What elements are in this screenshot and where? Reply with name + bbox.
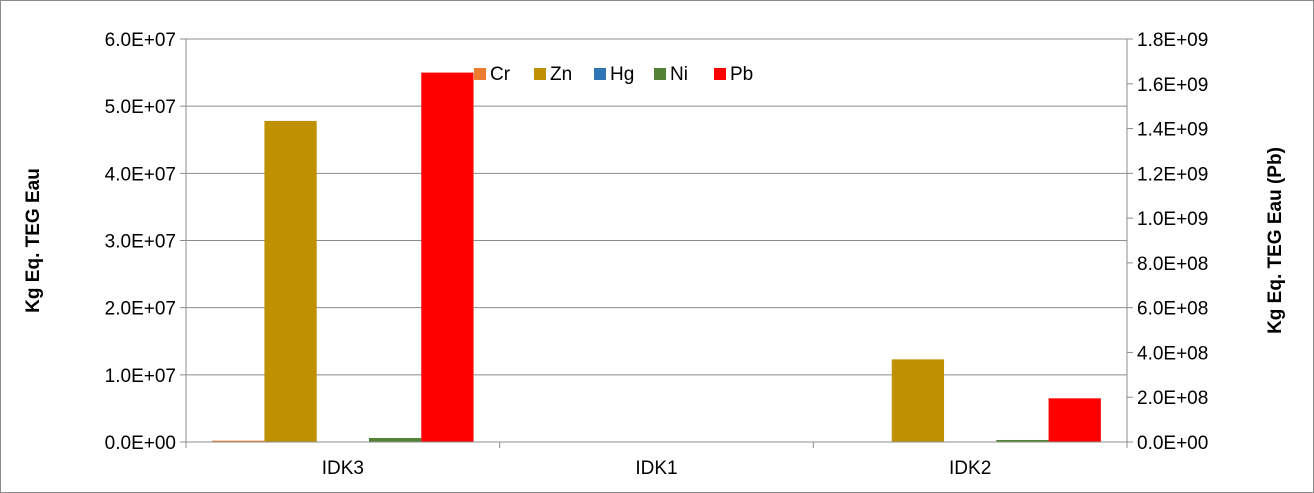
bar-pb-idk3: [421, 72, 474, 442]
bar-zn-idk2: [891, 359, 945, 442]
x-tick-label: IDK1: [635, 458, 677, 479]
y-tick-label: 1.0E+07: [105, 366, 176, 387]
y2-tick-label: 2.0E+08: [1137, 388, 1208, 409]
y2-tick-label: 0.0E+00: [1137, 433, 1208, 454]
category-labels: IDK3 IDK1 IDK2: [185, 442, 1128, 479]
y-axis-title: Kg Eq. TEG Eau: [23, 168, 44, 313]
legend: Cr Zn Hg Ni Pb: [474, 64, 753, 85]
legend-swatch-cr: [474, 68, 486, 80]
y-tick-label: 2.0E+07: [105, 299, 176, 320]
y2-tick-label: 8.0E+08: [1137, 254, 1208, 275]
x-tick-label: IDK3: [322, 458, 364, 479]
gridlines: [186, 38, 1127, 376]
bar-pb-idk2: [1048, 398, 1101, 442]
y2-tick-label: 1.4E+09: [1137, 120, 1208, 141]
x-tick-label: IDK2: [949, 458, 991, 479]
bar-ni-idk3: [368, 437, 422, 442]
legend-swatch-pb: [714, 68, 726, 80]
legend-label-pb: Pb: [730, 64, 753, 85]
y2-tick-label: 1.8E+09: [1137, 30, 1208, 51]
legend-label-cr: Cr: [490, 64, 511, 85]
y2-axis-title: Kg Eq. TEG Eau (Pb): [1265, 147, 1286, 334]
legend-label-hg: Hg: [610, 64, 634, 85]
bar-zn-idk3: [264, 120, 317, 443]
y-tick-label: 0.0E+00: [105, 433, 176, 454]
bars: [212, 72, 1101, 443]
y2-tick-label: 4.0E+08: [1137, 343, 1208, 364]
legend-swatch-ni: [654, 68, 666, 80]
legend-swatch-zn: [534, 68, 546, 80]
y-tick-label: 3.0E+07: [105, 232, 176, 253]
y-tick-label: 5.0E+07: [105, 97, 176, 118]
y2-tick-label: 1.2E+09: [1137, 164, 1208, 185]
y2-tick-label: 6.0E+08: [1137, 299, 1208, 320]
y2-tick-label: 1.6E+09: [1137, 75, 1208, 96]
bar-ni-idk2: [996, 439, 1049, 442]
legend-label-ni: Ni: [670, 64, 688, 85]
y-tick-label: 6.0E+07: [105, 30, 176, 51]
bar-cr-idk3: [212, 440, 265, 442]
y2-tick-label: 1.0E+09: [1137, 209, 1208, 230]
right-axis-ticks: 0.0E+00 2.0E+08 4.0E+08 6.0E+08 8.0E+08 1.0E+…: [1127, 30, 1208, 454]
legend-swatch-hg: [594, 68, 606, 80]
legend-label-zn: Zn: [550, 64, 572, 85]
left-axis-ticks: 0.0E+00 1.0E+07 2.0E+07 3.0E+07 4.0E+07 5.0E+…: [105, 30, 186, 454]
y-tick-label: 4.0E+07: [105, 164, 176, 185]
